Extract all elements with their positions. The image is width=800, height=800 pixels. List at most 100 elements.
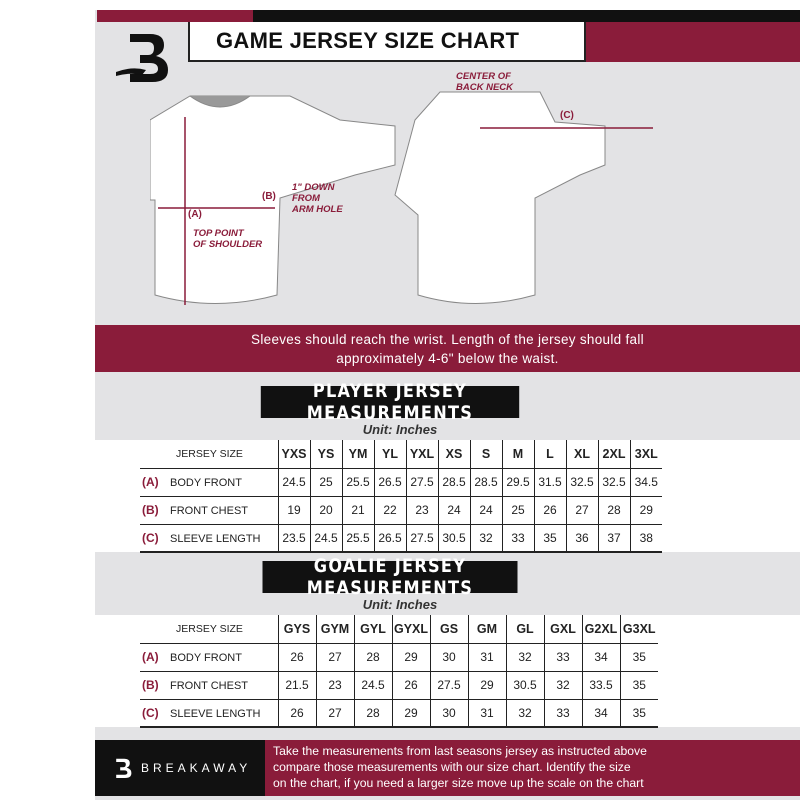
- size-header-cell: XL: [565, 440, 599, 469]
- size-header-cell: GL: [505, 615, 545, 644]
- size-header-cell: YXL: [405, 440, 439, 469]
- measure-label: FRONT CHEST: [170, 505, 249, 517]
- table-cell: 33.5: [581, 670, 621, 700]
- table-cell: 32: [505, 698, 545, 728]
- table-cell: 26.5: [373, 467, 407, 497]
- table-cell: 26: [533, 495, 567, 525]
- footer-brand: BREAKAWAY: [95, 740, 265, 796]
- goalie-unit-label: Unit: Inches: [362, 597, 438, 612]
- size-header-cell: 3XL: [629, 440, 662, 469]
- size-header-cell: 2XL: [597, 440, 631, 469]
- goalie-section-title: GOALIE JERSEY MEASUREMENTS: [262, 555, 518, 599]
- size-header-cell: GXL: [543, 615, 583, 644]
- table-cell: 36: [565, 523, 599, 553]
- measure-code: (C): [142, 705, 159, 720]
- table-cell: 27: [315, 642, 355, 672]
- measure-label: BODY FRONT: [170, 477, 242, 489]
- goalie-size-table: JERSEY SIZE GYS GYM GYL GYXL GS GM GL GXL G2XL G3X…: [140, 615, 658, 728]
- size-header-cell: G3XL: [619, 615, 658, 644]
- table-cell: 24: [469, 495, 503, 525]
- measure-code: (A): [142, 475, 159, 489]
- table-cell: 23: [405, 495, 439, 525]
- table-row: (C) SLEEVE LENGTH 23.5 24.5 25.5 26.5 27.5 30.5…: [140, 523, 662, 553]
- table-cell: 27: [565, 495, 599, 525]
- size-header-cell: YM: [341, 440, 375, 469]
- header-row: JERSEY SIZE GYS GYM GYL GYXL GS GM GL GXL G2XL G3X…: [140, 615, 658, 644]
- note-a: TOP POINT OF SHOULDER: [193, 228, 263, 250]
- table-cell: 26: [277, 642, 317, 672]
- table-cell: 32: [469, 523, 503, 553]
- size-header-cell: L: [533, 440, 567, 469]
- breakaway-logo-icon: [116, 758, 132, 778]
- note-c: CENTER OF BACK NECK: [456, 71, 513, 93]
- table-cell: 25.5: [341, 523, 375, 553]
- table-cell: 24.5: [353, 670, 393, 700]
- table-cell: 28: [353, 642, 393, 672]
- table-cell: 24.5: [277, 467, 311, 497]
- table-cell: 34.5: [629, 467, 662, 497]
- fit-instructions-banner: Sleeves should reach the wrist. Length o…: [95, 325, 800, 372]
- table-cell: 35: [619, 698, 658, 728]
- table-cell: 21: [341, 495, 375, 525]
- table-cell: 30: [429, 698, 469, 728]
- size-header: JERSEY SIZE: [140, 440, 279, 469]
- table-cell: 35: [619, 642, 658, 672]
- table-cell: 33: [543, 698, 583, 728]
- table-cell: 29: [467, 670, 507, 700]
- table-cell: 24.5: [309, 523, 343, 553]
- note-b: 1" DOWN FROM ARM HOLE: [292, 182, 343, 215]
- table-cell: 30.5: [505, 670, 545, 700]
- measure-label: SLEEVE LENGTH: [170, 707, 261, 720]
- size-header-cell: S: [469, 440, 503, 469]
- table-row: (C) SLEEVE LENGTH 26 27 28 29 30 31 32 33 34 35: [140, 698, 658, 728]
- player-size-table: JERSEY SIZE YXS YS YM YL YXL XS S M L XL 2XL 3XL (A) B…: [140, 440, 662, 553]
- table-row: (B) FRONT CHEST 21.5 23 24.5 26 27.5 29 30.5 32 33…: [140, 670, 658, 700]
- table-cell: 24: [437, 495, 471, 525]
- table-cell: 27.5: [405, 523, 439, 553]
- table-cell: 35: [619, 670, 658, 700]
- measure-code: (B): [142, 503, 159, 517]
- table-cell: 30: [429, 642, 469, 672]
- title-accent-block: [586, 22, 800, 62]
- table-cell: 27.5: [429, 670, 469, 700]
- size-header-cell: M: [501, 440, 535, 469]
- table-cell: 26: [391, 670, 431, 700]
- table-cell: 34: [581, 642, 621, 672]
- table-row: (B) FRONT CHEST 19 20 21 22 23 24 24 25 26 27 28 29: [140, 495, 662, 525]
- table-cell: 21.5: [277, 670, 317, 700]
- size-header-cell: YL: [373, 440, 407, 469]
- jersey-diagram: [150, 91, 653, 305]
- table-cell: 32: [543, 670, 583, 700]
- size-header-cell: GYS: [277, 615, 317, 644]
- measure-label: BODY FRONT: [170, 652, 242, 664]
- table-cell: 31: [467, 698, 507, 728]
- table-row: (A) BODY FRONT 24.5 25 25.5 26.5 27.5 28.5 28.5 2…: [140, 467, 662, 497]
- table-cell: 27.5: [405, 467, 439, 497]
- table-cell: 23: [315, 670, 355, 700]
- player-section-title: PLAYER JERSEY MEASUREMENTS: [260, 380, 520, 424]
- measure-code: (C): [142, 530, 159, 545]
- front-jersey: [150, 95, 396, 304]
- page-title: GAME JERSEY SIZE CHART: [188, 22, 586, 62]
- measure-code: (B): [142, 678, 159, 692]
- table-cell: 26.5: [373, 523, 407, 553]
- table-cell: 25: [501, 495, 535, 525]
- label-a: (A): [188, 209, 202, 220]
- player-unit-label: Unit: Inches: [362, 422, 438, 437]
- size-header-cell: GYXL: [391, 615, 431, 644]
- table-cell: 22: [373, 495, 407, 525]
- size-header-cell: GS: [429, 615, 469, 644]
- table-cell: 28: [353, 698, 393, 728]
- label-b: (B): [262, 191, 276, 202]
- table-cell: 27: [315, 698, 355, 728]
- breakaway-logo-icon: [116, 34, 168, 82]
- measure-label: FRONT CHEST: [170, 680, 249, 692]
- table-cell: 29.5: [501, 467, 535, 497]
- table-cell: 19: [277, 495, 311, 525]
- top-accent-bar: [97, 10, 253, 22]
- table-cell: 38: [629, 523, 662, 553]
- size-header-cell: GYL: [353, 615, 393, 644]
- size-header: JERSEY SIZE: [140, 615, 279, 644]
- table-cell: 32: [505, 642, 545, 672]
- table-cell: 33: [543, 642, 583, 672]
